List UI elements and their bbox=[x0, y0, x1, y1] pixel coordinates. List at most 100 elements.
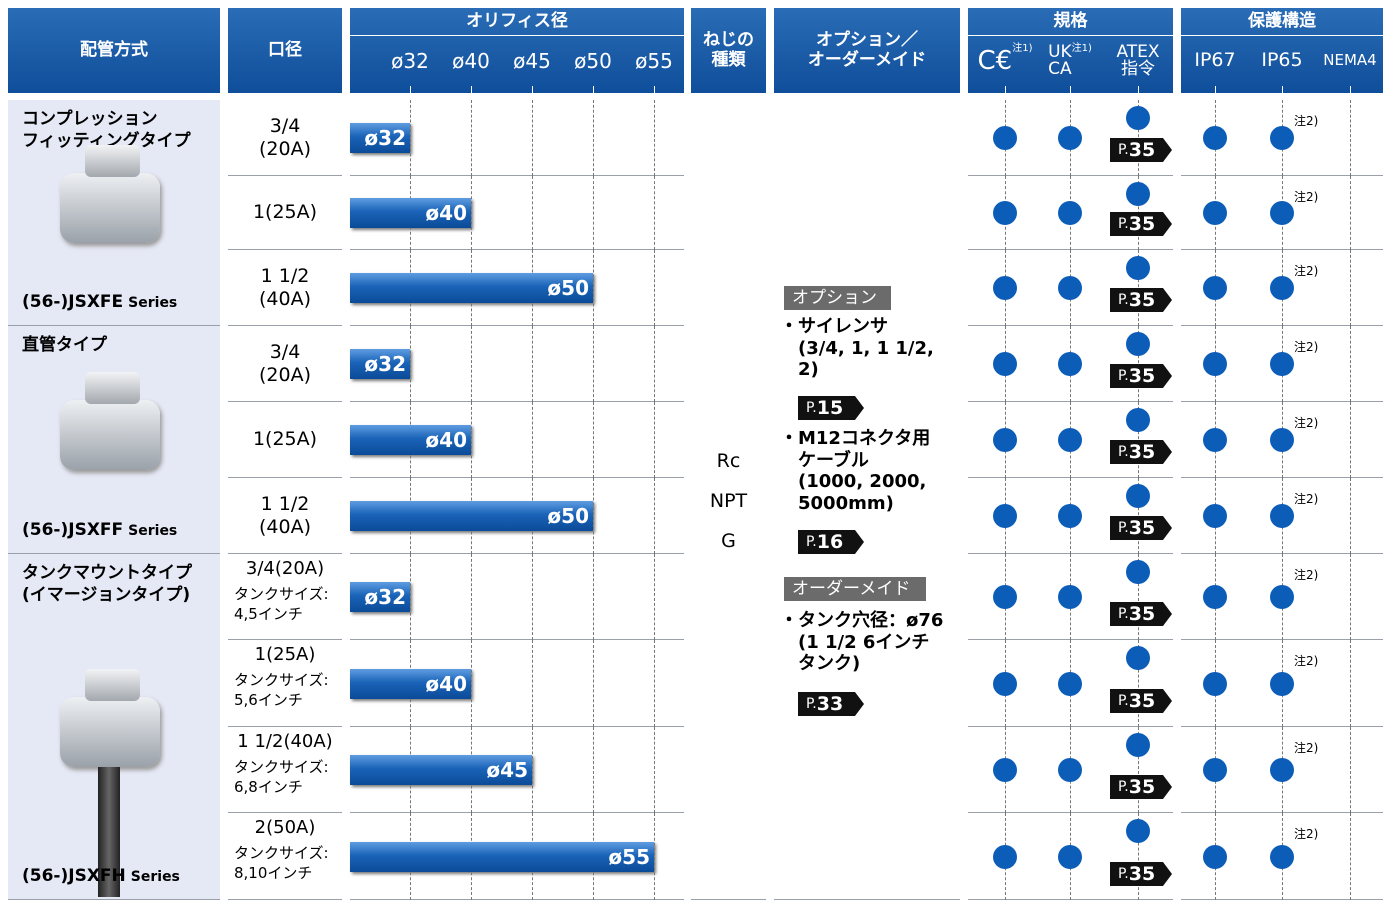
tank-size: タンクサイズ: 8,10インチ bbox=[234, 844, 329, 883]
orifice-label: ø40 bbox=[425, 428, 467, 452]
orifice-bar: ø40 bbox=[350, 198, 471, 228]
grid-line bbox=[593, 554, 594, 640]
dot bbox=[1270, 671, 1294, 696]
port-cell bbox=[228, 176, 342, 250]
grid-line bbox=[532, 554, 533, 640]
grid-line bbox=[654, 326, 655, 402]
product-image-part bbox=[85, 669, 140, 701]
dot bbox=[1126, 560, 1150, 584]
orifice-label: ø32 bbox=[364, 585, 406, 609]
orifice-bar: ø55 bbox=[350, 841, 654, 872]
option-item: ・サイレンサ (3/4, 1, 1 1/2, 2) bbox=[780, 316, 934, 381]
standard-label: UK CA 注1) bbox=[1038, 38, 1102, 84]
page-number: 35 bbox=[1128, 441, 1156, 463]
page-number: 35 bbox=[1128, 776, 1156, 798]
dot bbox=[1126, 256, 1150, 280]
grid-line bbox=[593, 727, 594, 813]
dot bbox=[1270, 758, 1294, 782]
tick bbox=[654, 86, 655, 93]
dot bbox=[993, 844, 1017, 869]
grid-line bbox=[654, 813, 655, 900]
dot bbox=[1058, 585, 1082, 609]
port: 2(50A) bbox=[254, 817, 316, 838]
note: 注2) bbox=[1294, 416, 1319, 430]
orifice-label: ø32 bbox=[364, 126, 406, 150]
page-number: 35 bbox=[1128, 289, 1156, 311]
dot bbox=[1270, 201, 1294, 225]
group-name: タンクマウントタイプ (イマージョンタイプ) bbox=[22, 563, 192, 606]
orifice-bar: ø32 bbox=[350, 349, 410, 379]
dot bbox=[1126, 646, 1150, 670]
standard-name: UK CA bbox=[1048, 42, 1072, 79]
page-ref: P. 33 bbox=[798, 692, 864, 716]
dot bbox=[1126, 408, 1150, 432]
grid-line bbox=[1138, 813, 1139, 900]
grid-line bbox=[410, 554, 411, 640]
grid-line bbox=[593, 176, 594, 250]
grid-line bbox=[1138, 640, 1139, 727]
thread-type: NPT bbox=[709, 490, 748, 512]
grid-line bbox=[532, 402, 533, 478]
orifice-label: ø40 bbox=[425, 671, 467, 696]
grid-line bbox=[654, 176, 655, 250]
orifice-size: ø40 bbox=[452, 48, 490, 73]
note: 注2) bbox=[1294, 190, 1319, 204]
orifice-label: ø55 bbox=[608, 844, 650, 869]
dot bbox=[993, 504, 1017, 528]
product-image bbox=[60, 173, 160, 243]
standard-name: ATEX 指令 bbox=[1116, 42, 1160, 79]
dot bbox=[1270, 126, 1294, 150]
dot bbox=[1270, 352, 1294, 376]
grid-line bbox=[532, 100, 533, 176]
dot bbox=[1270, 276, 1294, 300]
grid-line bbox=[1350, 100, 1351, 176]
grid-line bbox=[1350, 727, 1351, 813]
standards-header-bg bbox=[968, 8, 1173, 93]
dot bbox=[993, 352, 1017, 376]
series: (56-)JSXFH Series bbox=[22, 866, 217, 890]
orifice-label: ø50 bbox=[547, 276, 589, 300]
page-ref: P. 35 bbox=[1110, 775, 1172, 799]
grid-line bbox=[1138, 727, 1139, 813]
page-ref: P. 35 bbox=[1110, 288, 1172, 312]
port: 1 1/2(40A) bbox=[237, 731, 333, 752]
grid-line bbox=[654, 554, 655, 640]
orifice-bar: ø50 bbox=[350, 501, 593, 531]
options-cell bbox=[774, 100, 960, 900]
grid-line bbox=[471, 402, 472, 478]
thread-cell bbox=[691, 100, 766, 900]
dot bbox=[1126, 484, 1150, 508]
note: 注2) bbox=[1294, 654, 1319, 668]
dot bbox=[1058, 201, 1082, 225]
option-title: オプション bbox=[784, 286, 891, 310]
orifice-bar: ø32 bbox=[350, 123, 410, 153]
dot bbox=[1058, 671, 1082, 696]
port-cell bbox=[228, 402, 342, 478]
tick bbox=[532, 86, 533, 93]
tick bbox=[593, 86, 594, 93]
grid-line bbox=[593, 402, 594, 478]
page-prefix: P. bbox=[1118, 779, 1129, 795]
grid-line bbox=[654, 478, 655, 554]
page-number: 35 bbox=[1128, 603, 1156, 625]
page-prefix: P. bbox=[806, 400, 817, 416]
dot bbox=[1203, 428, 1227, 452]
dot bbox=[1126, 332, 1150, 356]
dot bbox=[1126, 106, 1150, 130]
page-ref: P. 35 bbox=[1110, 212, 1172, 236]
port-cell bbox=[228, 727, 342, 813]
product-image-part bbox=[85, 145, 140, 177]
page-ref: P. 35 bbox=[1110, 364, 1172, 388]
grid-line bbox=[1138, 554, 1139, 640]
grid-line bbox=[532, 727, 533, 813]
standard-note: 注1) bbox=[1012, 43, 1033, 54]
grid-line bbox=[654, 402, 655, 478]
page-prefix: P. bbox=[1118, 693, 1129, 709]
page-prefix: P. bbox=[1118, 216, 1129, 232]
product-image bbox=[60, 697, 160, 767]
grid-line bbox=[654, 100, 655, 176]
grid-line bbox=[1350, 250, 1351, 326]
page-number: 35 bbox=[1128, 139, 1156, 161]
port-cell bbox=[228, 554, 342, 640]
